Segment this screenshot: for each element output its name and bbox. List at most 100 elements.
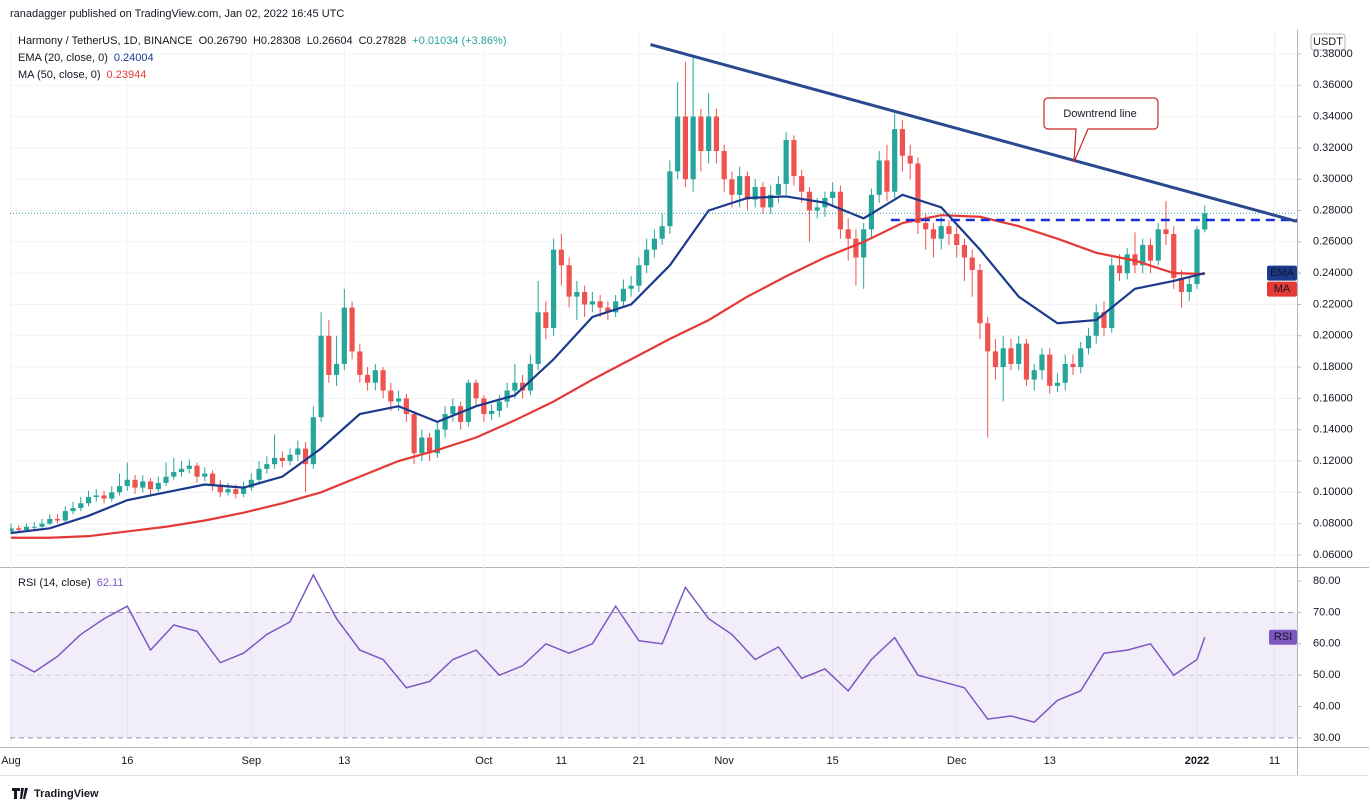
ohlc-value: L0.26604 — [307, 35, 353, 47]
candle-body — [54, 518, 61, 521]
candle-body — [279, 457, 285, 462]
candle-body — [380, 370, 386, 391]
candle-body — [395, 398, 402, 402]
candle-body — [535, 312, 541, 364]
candle-body — [93, 495, 99, 498]
candle-body — [178, 468, 185, 472]
rsi-tag — [1269, 629, 1297, 645]
y-tick-label: 0.08000 — [1313, 518, 1353, 530]
y-tick-label: 0.36000 — [1313, 79, 1353, 91]
candle-body — [233, 489, 239, 494]
x-tick-label: Sep — [242, 755, 262, 767]
candle-body — [1163, 229, 1169, 234]
candle-body — [116, 486, 123, 493]
candle-body — [411, 414, 417, 454]
candle-body — [147, 481, 154, 490]
y-tick-label: 0.30000 — [1313, 173, 1353, 185]
candle-body — [1039, 354, 1045, 371]
legend-entry: MA (50, close, 0) 0.23944 — [18, 69, 146, 81]
candle-body — [783, 140, 789, 184]
candle-body — [23, 526, 30, 530]
candle-body — [915, 163, 921, 224]
indicator-line — [10, 193, 1206, 535]
candle-body — [930, 229, 937, 239]
candle-body — [349, 307, 355, 352]
rsi-tag-text: RSI — [1274, 631, 1292, 643]
ohlc-value: +0.01034 (+3.86%) — [412, 35, 506, 47]
y-tick-label: 0.12000 — [1313, 455, 1353, 467]
candle-body — [271, 457, 278, 465]
candle-body — [969, 257, 975, 271]
currency: USDT — [1313, 36, 1343, 48]
candle-body — [1109, 265, 1115, 328]
candle-body — [1093, 312, 1099, 336]
candle-body — [481, 398, 487, 415]
candle-body — [341, 307, 347, 364]
candle-body — [814, 207, 820, 211]
candle-body — [1202, 213, 1208, 230]
candle-body — [202, 473, 208, 477]
candle-body — [194, 465, 200, 477]
y-tick-label: 0.28000 — [1313, 204, 1353, 216]
candle-body — [434, 429, 440, 454]
rsi-line — [10, 573, 1206, 724]
x-tick-label: 13 — [1044, 755, 1056, 767]
x-tick-label: 2022 — [1185, 755, 1209, 767]
candle-body — [620, 288, 626, 302]
candle-body — [659, 226, 665, 239]
candle-body — [992, 351, 999, 368]
legend-value: 62.11 — [97, 577, 124, 589]
candle-body — [310, 417, 316, 465]
candle-body — [426, 437, 433, 454]
y-tick-label: 0.22000 — [1313, 298, 1353, 310]
candle-body — [240, 487, 247, 494]
candle-body — [1178, 277, 1185, 292]
candle-body — [853, 238, 859, 258]
candle-body — [775, 183, 782, 195]
plot-layer: Aug 16 Sep 13 Oct 11 21 Nov 15 Dec 13 2022 11 Downtre… — [1, 30, 1297, 767]
legend-entry: EMA (20, close, 0) 0.24004 — [18, 52, 154, 64]
candle-body — [1116, 265, 1123, 274]
y-tick-label: 0.06000 — [1313, 549, 1353, 561]
candle-body — [388, 390, 394, 402]
candle-body — [155, 482, 161, 490]
y-tick-label: 40.00 — [1313, 700, 1341, 712]
candle-body — [690, 116, 696, 180]
candle-body — [884, 160, 890, 192]
candle-body — [70, 507, 76, 512]
footer-brand: TradingView — [34, 788, 99, 800]
candle-body — [558, 249, 564, 266]
candle-body — [357, 351, 363, 375]
candle-body — [264, 464, 270, 469]
legend-value: 0.24004 — [114, 52, 154, 64]
candle-body — [465, 382, 471, 422]
candle-body — [961, 244, 968, 258]
candle-body — [16, 528, 22, 530]
candle-body — [837, 191, 844, 230]
candle-body — [713, 116, 720, 152]
candle-body — [1171, 233, 1177, 278]
candle-body — [923, 223, 929, 230]
candle-body — [721, 151, 727, 180]
callout-text: Downtrend line — [1063, 108, 1136, 120]
candle-body — [589, 301, 595, 305]
legend-entry: RSI (14, close) 62.11 — [18, 577, 123, 589]
candle-body — [163, 476, 169, 483]
candle-body — [504, 390, 510, 402]
candle-body — [256, 468, 262, 480]
y-tick-label: 70.00 — [1313, 606, 1341, 618]
x-tick-label: Dec — [947, 755, 967, 767]
y-tick-label: 0.14000 — [1313, 424, 1353, 436]
candle-body — [876, 160, 882, 195]
candle-body — [450, 406, 456, 415]
candle-body — [706, 116, 712, 152]
candle-body — [512, 382, 518, 391]
candle-body — [868, 194, 875, 230]
x-tick-label: 13 — [338, 755, 350, 767]
ohlc-value: H0.28308 — [253, 35, 301, 47]
candle-body — [217, 484, 223, 493]
candle-body — [1047, 354, 1053, 386]
candle-body — [698, 116, 704, 152]
candle-body — [574, 291, 580, 297]
candle-body — [861, 229, 867, 258]
